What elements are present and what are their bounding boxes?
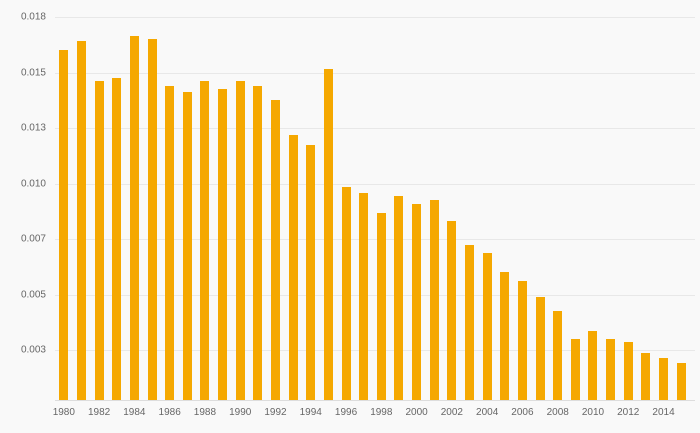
bar-1989[interactable] bbox=[218, 89, 228, 400]
bar-2002[interactable] bbox=[447, 220, 457, 400]
bar-1997[interactable] bbox=[359, 192, 369, 400]
x-tick-label: 1996 bbox=[334, 407, 358, 418]
gridline bbox=[55, 294, 695, 296]
x-tick-label: 2012 bbox=[617, 407, 640, 418]
bar-1986[interactable] bbox=[165, 86, 175, 400]
bar-1985[interactable] bbox=[147, 39, 157, 400]
gridline bbox=[55, 72, 695, 74]
x-tick-label: 2002 bbox=[440, 407, 463, 418]
bar-2001[interactable] bbox=[429, 200, 439, 400]
bar-1999[interactable] bbox=[394, 196, 404, 400]
bar-2008[interactable] bbox=[553, 311, 563, 400]
x-tick-label: 1982 bbox=[87, 407, 111, 418]
bar-2014[interactable] bbox=[659, 358, 669, 400]
bar-2000[interactable] bbox=[412, 203, 422, 400]
x-tick-label: 2000 bbox=[405, 407, 428, 418]
bar-1990[interactable] bbox=[235, 80, 245, 400]
bar-1992[interactable] bbox=[270, 100, 280, 400]
y-tick-label: 0.005 bbox=[20, 289, 46, 300]
x-tick-label: 1980 bbox=[52, 407, 75, 418]
x-tick-label: 2014 bbox=[652, 407, 675, 418]
y-tick-label: 0.003 bbox=[20, 344, 46, 356]
bar-1998[interactable] bbox=[376, 213, 386, 400]
x-tick-label: 1992 bbox=[264, 407, 287, 418]
y-tick-label: 0.010 bbox=[20, 178, 46, 189]
bar-1993[interactable] bbox=[288, 135, 298, 400]
bar-2012[interactable] bbox=[623, 341, 633, 400]
x-tick-label: 2008 bbox=[546, 407, 569, 418]
bar-2003[interactable] bbox=[465, 244, 474, 400]
gridline bbox=[55, 128, 695, 129]
bar-2010[interactable] bbox=[588, 330, 598, 400]
x-tick-label: 2006 bbox=[511, 407, 534, 418]
gridline bbox=[55, 350, 695, 351]
y-tick-label: 0.018 bbox=[20, 11, 46, 23]
bar-1980[interactable] bbox=[59, 50, 69, 400]
bar-1991[interactable] bbox=[253, 86, 263, 400]
bar-1983[interactable] bbox=[112, 78, 122, 400]
bar-2004[interactable] bbox=[482, 252, 492, 400]
bar-2013[interactable] bbox=[641, 353, 651, 400]
bar-1981[interactable] bbox=[76, 41, 86, 400]
bar-2005[interactable] bbox=[500, 272, 510, 400]
bar-2011[interactable] bbox=[606, 338, 616, 400]
x-tick-label: 2004 bbox=[476, 407, 499, 418]
x-tick-label: 2010 bbox=[581, 407, 605, 418]
gridline bbox=[55, 183, 695, 185]
x-tick-label: 1998 bbox=[370, 407, 393, 418]
bar-1984[interactable] bbox=[129, 35, 139, 400]
bar-1995[interactable] bbox=[323, 68, 333, 400]
y-tick-label: 0.015 bbox=[20, 67, 46, 78]
x-tick-label: 1990 bbox=[229, 407, 252, 418]
x-tick-label: 1994 bbox=[299, 407, 322, 418]
bar-2007[interactable] bbox=[535, 297, 545, 400]
bar-2009[interactable] bbox=[570, 338, 580, 400]
bar-1994[interactable] bbox=[306, 144, 316, 400]
bar-1988[interactable] bbox=[200, 80, 210, 400]
y-tick-label: 0.007 bbox=[20, 233, 46, 245]
y-tick-label: 0.013 bbox=[20, 122, 46, 134]
bar-1996[interactable] bbox=[341, 187, 351, 400]
bar-2015[interactable] bbox=[676, 363, 686, 400]
bar-2006[interactable] bbox=[517, 280, 527, 400]
x-tick-label: 1986 bbox=[158, 407, 181, 418]
x-axis-baseline bbox=[55, 400, 695, 401]
gridline bbox=[55, 17, 695, 18]
x-tick-label: 1988 bbox=[193, 407, 217, 418]
x-tick-label: 1984 bbox=[123, 407, 146, 418]
bar-1982[interactable] bbox=[94, 80, 104, 400]
bar-1987[interactable] bbox=[182, 91, 192, 400]
gridline bbox=[55, 239, 695, 240]
